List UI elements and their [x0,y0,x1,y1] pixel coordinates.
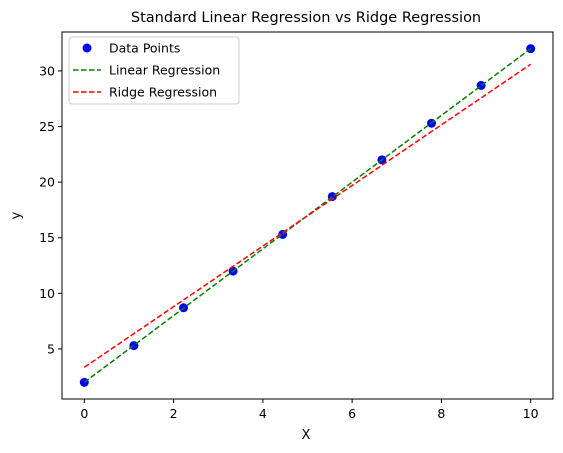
x-tick-label: 8 [437,406,445,421]
y-tick-label: 5 [47,341,55,356]
y-tick-label: 10 [39,286,55,301]
legend-marker [82,43,92,53]
regression-line-1 [83,48,532,383]
legend: Data Points Linear Regression Ridge Regres… [68,36,240,105]
legend-label: Data Points [109,41,180,56]
x-tick-label: 6 [348,406,356,421]
x-tick-label: 10 [523,406,539,421]
x-tick-label: 4 [259,406,267,421]
x-tick-label: 0 [80,406,88,421]
plot-area [79,44,536,387]
y-tick-label: 30 [39,63,55,78]
y-tick-label: 15 [39,230,55,245]
y-tick-label: 25 [39,119,55,134]
regression-line-2 [83,63,532,368]
x-tick-label: 2 [170,406,178,421]
y-axis-label: y [9,211,24,219]
axes-frame [61,31,554,400]
y-tick-label: 20 [39,175,55,190]
chart-title: Standard Linear Regression vs Ridge Regr… [131,10,481,26]
legend-box [68,36,240,105]
legend-label: Ridge Regression [109,85,217,100]
legend-label: Linear Regression [109,63,220,78]
x-axis-label: X [302,428,311,443]
